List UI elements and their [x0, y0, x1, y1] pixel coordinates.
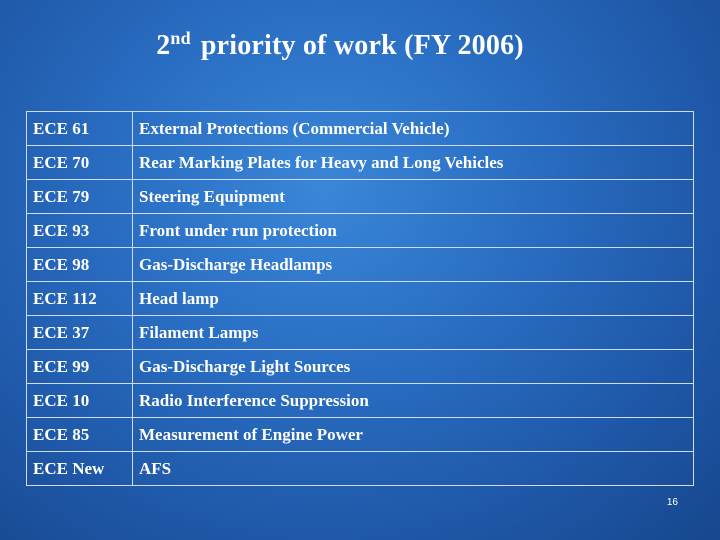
table-row: ECE 112 Head lamp	[26, 281, 694, 316]
table-row: ECE 10 Radio Interference Suppression	[26, 383, 694, 418]
page-number: 16	[666, 497, 678, 508]
regulation-description: External Protections (Commercial Vehicle…	[132, 111, 694, 146]
regulation-code: ECE 85	[26, 417, 133, 452]
title-ordinal-number: 2	[156, 30, 171, 61]
regulation-description: Gas-Discharge Light Sources	[132, 349, 694, 384]
table-row: ECE 98 Gas-Discharge Headlamps	[26, 247, 694, 282]
table-row: ECE New AFS	[26, 451, 694, 486]
regulation-code: ECE 99	[26, 349, 133, 384]
table-row: ECE 93 Front under run protection	[26, 213, 694, 248]
work-priority-table: ECE 61 External Protections (Commercial …	[26, 111, 694, 486]
regulation-code: ECE 10	[26, 383, 133, 418]
regulation-description: Head lamp	[132, 281, 694, 316]
regulation-code: ECE 61	[26, 111, 133, 146]
regulation-description: Steering Equipment	[132, 179, 694, 214]
slide-title: 2nd priority of work (FY 2006)	[0, 28, 680, 62]
regulation-code: ECE 37	[26, 315, 133, 350]
regulation-description: AFS	[132, 451, 694, 486]
regulation-code: ECE 112	[26, 281, 133, 316]
regulation-description: Gas-Discharge Headlamps	[132, 247, 694, 282]
regulation-code: ECE 79	[26, 179, 133, 214]
title-ordinal-suffix: nd	[170, 28, 191, 48]
table-row: ECE 70 Rear Marking Plates for Heavy and…	[26, 145, 694, 180]
regulation-code: ECE New	[26, 451, 133, 486]
regulation-description: Front under run protection	[132, 213, 694, 248]
regulation-description: Measurement of Engine Power	[132, 417, 694, 452]
regulation-description: Filament Lamps	[132, 315, 694, 350]
regulation-description: Radio Interference Suppression	[132, 383, 694, 418]
table-row: ECE 99 Gas-Discharge Light Sources	[26, 349, 694, 384]
table-row: ECE 85 Measurement of Engine Power	[26, 417, 694, 452]
table-row: ECE 79 Steering Equipment	[26, 179, 694, 214]
regulation-code: ECE 70	[26, 145, 133, 180]
table-row: ECE 61 External Protections (Commercial …	[26, 111, 694, 146]
regulation-code: ECE 93	[26, 213, 133, 248]
table-row: ECE 37 Filament Lamps	[26, 315, 694, 350]
title-text: priority of work (FY 2006)	[200, 30, 524, 61]
regulation-code: ECE 98	[26, 247, 133, 282]
regulation-description: Rear Marking Plates for Heavy and Long V…	[132, 145, 694, 180]
